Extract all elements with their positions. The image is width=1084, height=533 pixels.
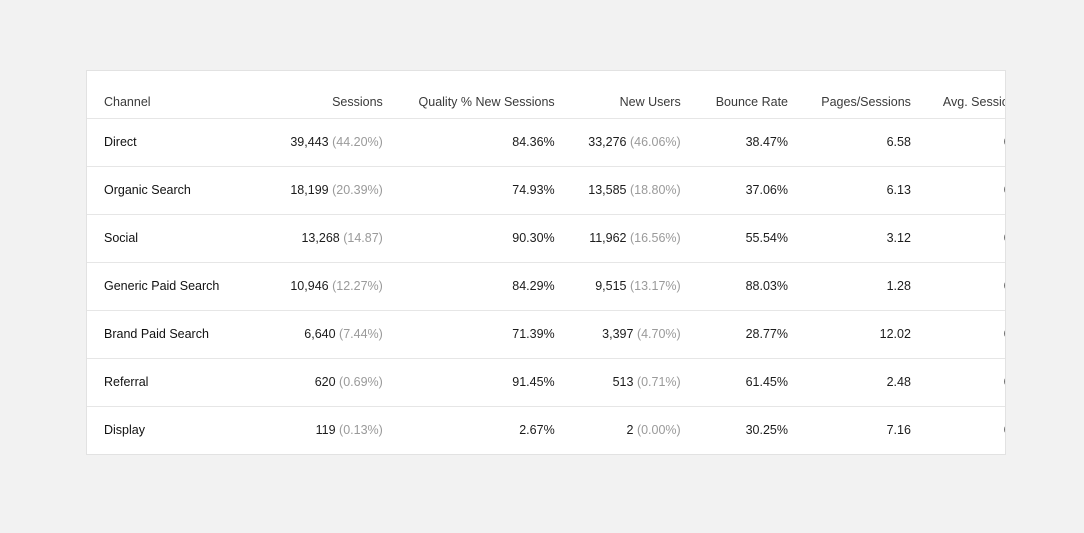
cell-channel: Display <box>104 423 145 438</box>
header-row: Channel Sessions Quality % New Sessions … <box>87 71 1005 119</box>
cell-pages-sessions: 3.12 <box>788 214 911 263</box>
cell-new-users: 513 (0.71%) <box>554 358 681 407</box>
channel-table: Channel Sessions Quality % New Sessions … <box>87 71 1005 454</box>
cell-bounce-rate: 30.25% <box>745 423 788 438</box>
cell-sessions: 13,268 (14.87) <box>253 214 383 263</box>
cell-channel: Organic Search <box>87 166 254 215</box>
cell-bounce-rate: 61.45% <box>680 358 788 407</box>
cell-quality-new-sessions: 74.93% <box>382 166 555 215</box>
cell-bounce-rate: 55.54% <box>680 214 788 263</box>
table-row[interactable]: Brand Paid Search 6,640 (7.44%) 71.39% 3… <box>87 310 1005 359</box>
new-users-value: 11,962 <box>589 231 627 245</box>
cell-bounce-rate: 28.77% <box>680 310 788 359</box>
cell-new-users: 9,515 (13.17%) <box>554 262 681 311</box>
cell-quality-new-sessions: 84.29% <box>382 262 555 311</box>
cell-avg-session-duration: 00:1 <box>910 358 1005 407</box>
new-users-value: 2 <box>626 423 634 438</box>
cell-avg-session-duration: 00:0 <box>910 214 1005 263</box>
sessions-percent: (0.69%) <box>339 375 383 389</box>
new-users-percent: (0.71%) <box>636 375 681 389</box>
cell-quality-new-sessions: 71.39% <box>382 310 555 359</box>
cell-bounce-rate: 88.03% <box>680 262 788 311</box>
new-users-value: 513 <box>612 375 634 389</box>
cell-quality-new-sessions: 84.36% <box>382 118 555 167</box>
new-users-value: 3,397 <box>602 327 634 341</box>
new-users-value: 13,585 <box>588 183 627 197</box>
table-body: Direct 39,443 (44.20%) 84.36% 33,276 (46… <box>87 118 1005 454</box>
column-header-bounce-rate[interactable]: Bounce Rate <box>680 71 788 119</box>
cell-avg-session-duration: 00:0 <box>910 262 1005 311</box>
sessions-value: 13,268 <box>301 231 340 245</box>
cell-quality-new-sessions: 2.67% <box>519 423 555 438</box>
cell-pages-sessions: 7.16 <box>886 423 911 438</box>
cell-channel: Brand Paid Search <box>87 310 254 359</box>
sessions-percent: (20.39%) <box>332 183 383 197</box>
cell-pages-sessions: 1.28 <box>788 262 911 311</box>
column-header-pages-sessions[interactable]: Pages/Sessions <box>788 71 911 119</box>
cell-pages-sessions: 6.13 <box>788 166 911 215</box>
new-users-percent: (0.00%) <box>636 423 681 438</box>
cell-sessions: 39,443 (44.20%) <box>253 118 383 167</box>
sessions-percent: (0.13%) <box>339 423 383 438</box>
table-row[interactable]: Generic Paid Search 10,946 (12.27%) 84.2… <box>87 262 1005 311</box>
sessions-value: 620 <box>314 375 336 389</box>
table-row[interactable]: Organic Search 18,199 (20.39%) 74.93% 13… <box>87 166 1005 215</box>
column-header-quality-new-sessions[interactable]: Quality % New Sessions <box>382 71 555 119</box>
new-users-value: 33,276 <box>588 135 627 149</box>
cell-channel: Generic Paid Search <box>87 262 254 311</box>
column-header-new-users[interactable]: New Users <box>554 71 681 119</box>
table-row[interactable]: Social 13,268 (14.87) 90.30% 11,962 (16.… <box>87 214 1005 263</box>
cell-sessions: 10,946 (12.27%) <box>253 262 383 311</box>
new-users-percent: (4.70%) <box>636 327 681 341</box>
cell-new-users: 3,397 (4.70%) <box>554 310 681 359</box>
sessions-value: 6,640 <box>304 327 336 341</box>
cell-sessions: 18,199 (20.39%) <box>253 166 383 215</box>
channel-table-card: Channel Sessions Quality % New Sessions … <box>86 70 1006 455</box>
column-header-avg-session-duration[interactable]: Avg. Session Duration <box>910 71 1005 119</box>
cell-avg-session-duration: 00:0 <box>910 118 1005 167</box>
new-users-percent: (46.06%) <box>629 135 681 149</box>
cell-channel: Referral <box>87 358 254 407</box>
cell-quality-new-sessions: 91.45% <box>382 358 555 407</box>
column-header-sessions[interactable]: Sessions <box>253 71 383 119</box>
column-header-channel[interactable]: Channel <box>87 71 254 119</box>
cell-avg-session-duration: 00:0 <box>910 310 1005 359</box>
cell-bounce-rate: 37.06% <box>680 166 788 215</box>
cell-pages-sessions: 12.02 <box>788 310 911 359</box>
cell-sessions: 620 (0.69%) <box>253 358 383 407</box>
cell-sessions: 119 (0.13%) <box>254 406 383 454</box>
sessions-value: 119 <box>315 423 336 438</box>
cell-avg-session-duration: 00:0 <box>911 406 1005 454</box>
table-row[interactable]: Display 119 (0.13%) 2.67% 2 (0.00%) 30.2… <box>87 406 1005 454</box>
sessions-value: 39,443 <box>290 135 329 149</box>
cell-sessions: 6,640 (7.44%) <box>253 310 383 359</box>
sessions-value: 10,946 <box>290 279 329 293</box>
cell-new-users: 2 (0.00%) <box>555 406 681 454</box>
new-users-value: 9,515 <box>595 279 627 293</box>
sessions-percent: (7.44%) <box>339 327 383 341</box>
table-row[interactable]: Referral 620 (0.69%) 91.45% 513 (0.71%) … <box>87 358 1005 407</box>
cell-avg-session-duration: 00:0 <box>910 166 1005 215</box>
cell-bounce-rate: 38.47% <box>680 118 788 167</box>
sessions-percent: (14.87) <box>343 231 383 245</box>
sessions-value: 18,199 <box>290 183 329 197</box>
cell-pages-sessions: 2.48 <box>788 358 911 407</box>
cell-pages-sessions: 6.58 <box>788 118 911 167</box>
cell-channel: Direct <box>87 118 254 167</box>
cell-quality-new-sessions: 90.30% <box>382 214 555 263</box>
cell-new-users: 13,585 (18.80%) <box>554 166 681 215</box>
new-users-percent: (16.56%) <box>629 231 681 245</box>
sessions-percent: (12.27%) <box>332 279 383 293</box>
table-horizontal-scroller[interactable]: Channel Sessions Quality % New Sessions … <box>87 71 1005 454</box>
new-users-percent: (18.80%) <box>629 183 681 197</box>
table-header: Channel Sessions Quality % New Sessions … <box>87 71 1005 119</box>
cell-channel: Social <box>87 214 254 263</box>
table-row[interactable]: Direct 39,443 (44.20%) 84.36% 33,276 (46… <box>87 118 1005 167</box>
new-users-percent: (13.17%) <box>629 279 681 293</box>
sessions-percent: (44.20%) <box>332 135 383 149</box>
cell-new-users: 11,962 (16.56%) <box>554 214 681 263</box>
cell-new-users: 33,276 (46.06%) <box>554 118 681 167</box>
